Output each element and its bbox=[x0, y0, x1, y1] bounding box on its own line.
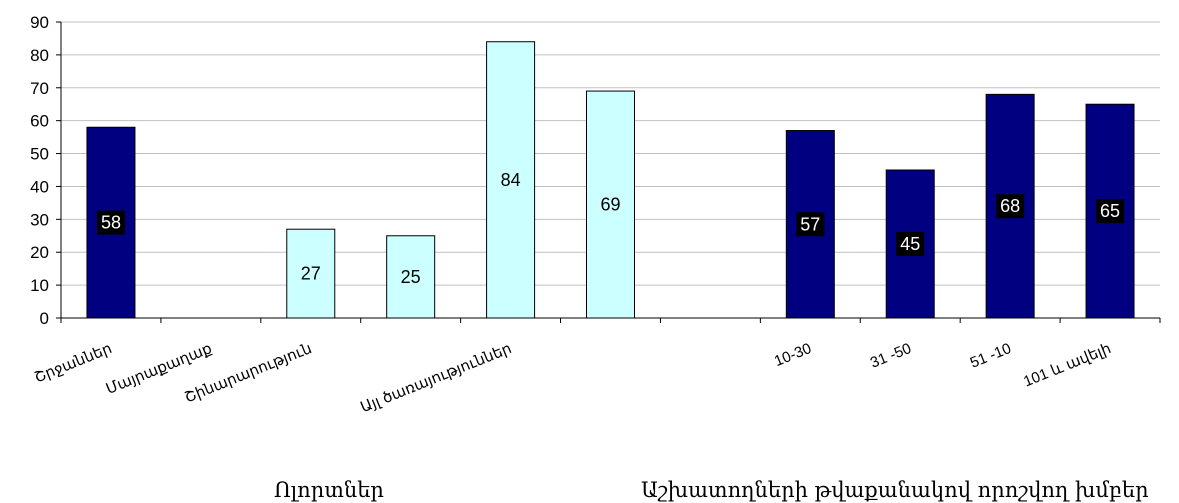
y-tick-label: 10 bbox=[30, 276, 49, 295]
category-label: 10-30 bbox=[772, 340, 814, 370]
bars bbox=[86, 41, 1135, 319]
data-labels: 58 27 25 84 69 57 45 68 65 bbox=[96, 170, 1125, 287]
y-tick-label: 70 bbox=[30, 79, 49, 98]
y-tick-label: 90 bbox=[30, 13, 49, 32]
data-label: 25 bbox=[401, 267, 421, 287]
y-tick-label: 0 bbox=[40, 309, 49, 328]
y-tick-label: 80 bbox=[30, 46, 49, 65]
bar bbox=[486, 41, 536, 319]
bar bbox=[386, 235, 436, 319]
data-label: 45 bbox=[900, 234, 920, 254]
y-tick-label: 30 bbox=[30, 210, 49, 229]
category-label: Շրջաններ bbox=[32, 340, 114, 386]
y-axis-tick-labels: 0 10 20 30 40 50 60 70 80 90 bbox=[30, 13, 49, 328]
group-label-employee-groups: Աշխատողների թվաքանակով որոշվող խմբեր bbox=[641, 478, 1149, 502]
data-label: 57 bbox=[800, 214, 820, 234]
category-label: 31 -50 bbox=[868, 340, 914, 372]
bar bbox=[586, 90, 635, 319]
y-tick-label: 20 bbox=[30, 243, 49, 262]
category-label: Այլ ծառայություններ bbox=[358, 340, 514, 416]
data-label: 84 bbox=[501, 170, 521, 190]
data-label-box bbox=[996, 194, 1025, 219]
group-label-sectors: Ոլորտներ bbox=[274, 478, 384, 502]
data-label: 69 bbox=[600, 195, 620, 215]
data-label-box bbox=[1096, 199, 1125, 224]
bar bbox=[286, 228, 336, 319]
data-label: 65 bbox=[1100, 201, 1120, 221]
y-tick-label: 60 bbox=[30, 112, 49, 131]
data-label: 58 bbox=[101, 213, 121, 233]
category-label: 101 և ավելի bbox=[1021, 340, 1113, 391]
data-label-box bbox=[96, 210, 125, 235]
y-tick-label: 40 bbox=[30, 177, 49, 196]
data-label: 68 bbox=[1000, 196, 1020, 216]
data-label-box bbox=[796, 212, 825, 237]
category-label: 51 -10 bbox=[968, 340, 1014, 372]
y-tick-label: 50 bbox=[30, 145, 49, 164]
data-label-box bbox=[896, 232, 925, 256]
data-label: 27 bbox=[301, 264, 321, 284]
